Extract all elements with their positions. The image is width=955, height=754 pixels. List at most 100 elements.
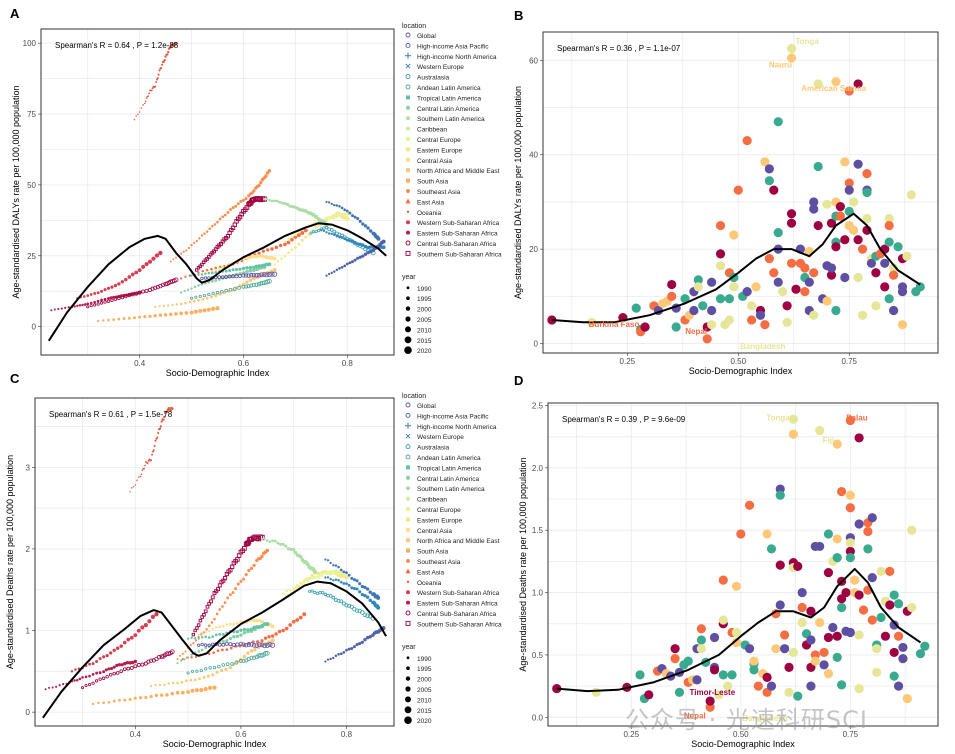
data-point bbox=[198, 294, 202, 299]
legend-item-label: Central Asia bbox=[417, 528, 452, 535]
legend-year-label: 1990 bbox=[417, 286, 432, 293]
data-point bbox=[184, 650, 187, 653]
data-point bbox=[207, 652, 211, 656]
data-point bbox=[197, 271, 200, 274]
legend-item-label: Tropical Latin America bbox=[417, 465, 481, 472]
data-point bbox=[186, 690, 191, 694]
data-point bbox=[239, 199, 243, 203]
x-tick-label: 0.25 bbox=[623, 730, 639, 739]
data-point bbox=[335, 234, 339, 238]
data-point bbox=[360, 640, 364, 644]
data-point bbox=[127, 275, 132, 279]
country-point bbox=[915, 282, 925, 292]
data-point bbox=[103, 288, 107, 292]
y-axis-title: Age-standardised DALYs rate per 100,000 … bbox=[11, 86, 21, 299]
country-point bbox=[693, 282, 703, 292]
country-point bbox=[844, 178, 854, 188]
data-point bbox=[376, 236, 381, 241]
data-point bbox=[238, 659, 243, 663]
data-point bbox=[96, 291, 100, 295]
data-point bbox=[244, 643, 249, 648]
country-point bbox=[552, 683, 562, 694]
data-point bbox=[105, 653, 109, 658]
spearman-annotation: Spearman's R = 0.64 , P = 1.2e-88 bbox=[55, 41, 179, 50]
data-point bbox=[207, 292, 211, 297]
data-point bbox=[169, 409, 172, 412]
data-point bbox=[304, 235, 308, 239]
data-point bbox=[179, 659, 183, 662]
data-point bbox=[210, 267, 213, 271]
legend-year-label: 1990 bbox=[417, 656, 432, 663]
data-point bbox=[197, 633, 200, 636]
country-point bbox=[769, 185, 779, 195]
legend-item-label: Central Sub-Saharan Africa bbox=[417, 611, 497, 618]
data-point bbox=[270, 634, 275, 638]
data-point bbox=[78, 677, 82, 681]
data-point bbox=[219, 668, 224, 672]
legend-size-key bbox=[405, 326, 411, 333]
country-point bbox=[845, 490, 855, 500]
country-point bbox=[832, 439, 842, 449]
country-point bbox=[832, 534, 842, 544]
data-point bbox=[211, 291, 215, 296]
series-andean-latin-america bbox=[190, 278, 272, 300]
legend-item-label: Global bbox=[417, 403, 436, 410]
data-point bbox=[340, 266, 344, 269]
data-point bbox=[329, 577, 332, 581]
data-point bbox=[51, 686, 54, 689]
data-point bbox=[353, 241, 357, 245]
data-point bbox=[214, 266, 218, 270]
series-south-asia bbox=[91, 685, 217, 706]
data-point bbox=[330, 232, 333, 236]
data-point bbox=[160, 420, 163, 423]
data-point bbox=[140, 107, 143, 109]
data-point bbox=[174, 41, 178, 45]
country-point bbox=[775, 560, 785, 570]
y-tick-label: 0 bbox=[32, 323, 37, 332]
data-point bbox=[53, 308, 56, 311]
legend-size-key bbox=[405, 676, 411, 681]
data-point bbox=[211, 635, 215, 639]
data-point bbox=[333, 270, 336, 273]
country-point bbox=[880, 282, 890, 292]
country-points bbox=[552, 414, 930, 712]
data-point bbox=[200, 648, 204, 652]
data-point bbox=[113, 283, 118, 288]
data-point bbox=[342, 582, 346, 585]
data-point bbox=[250, 191, 254, 195]
legend-item-label: Caribbean bbox=[417, 127, 447, 134]
x-axis-title: Socio-Demographic Index bbox=[691, 739, 795, 749]
series-high-income-asia-pacific bbox=[324, 626, 386, 663]
data-point bbox=[153, 314, 157, 318]
data-point bbox=[102, 670, 106, 674]
country-point bbox=[724, 294, 735, 304]
country-label: American Samoa bbox=[801, 84, 866, 93]
data-point bbox=[148, 92, 151, 95]
data-point bbox=[155, 285, 160, 290]
data-point bbox=[272, 267, 277, 272]
data-point bbox=[194, 688, 199, 693]
legend-year-label: 2010 bbox=[417, 697, 432, 704]
data-point bbox=[110, 285, 114, 289]
data-point bbox=[132, 316, 136, 320]
country-point bbox=[731, 637, 742, 648]
data-point bbox=[324, 660, 327, 663]
data-point bbox=[213, 617, 216, 621]
data-point bbox=[248, 278, 253, 282]
country-point bbox=[696, 624, 706, 634]
data-point bbox=[204, 630, 207, 634]
data-point bbox=[180, 291, 183, 294]
data-point bbox=[207, 636, 211, 639]
country-point bbox=[857, 244, 868, 254]
legend-size-key bbox=[404, 346, 412, 355]
data-point bbox=[89, 301, 93, 305]
data-point bbox=[321, 591, 325, 595]
data-point bbox=[328, 594, 333, 598]
legend-size-key bbox=[405, 696, 411, 703]
data-point bbox=[330, 202, 333, 206]
legend-item-label: Western Europe bbox=[417, 434, 464, 441]
country-point bbox=[893, 681, 904, 691]
data-point bbox=[317, 229, 321, 233]
legend-key-icon bbox=[406, 538, 410, 543]
data-point bbox=[197, 643, 201, 647]
